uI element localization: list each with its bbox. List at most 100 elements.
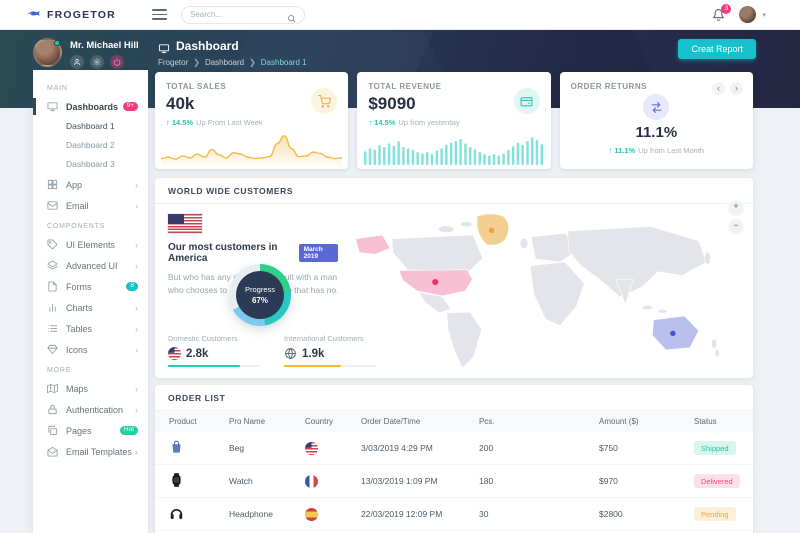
column-header: Pro Name — [215, 411, 291, 432]
monitor-icon — [47, 101, 58, 112]
page-title: Dashboard — [176, 39, 239, 53]
column-header: Country — [291, 411, 347, 432]
map-region-south-america — [446, 311, 482, 369]
grid-icon — [47, 179, 58, 190]
table-row[interactable]: Headphone 22/03/2019 12:09 PM 30 $2800 Pendi… — [155, 497, 753, 531]
logo-text: FROGETOR — [47, 8, 116, 21]
sidebar-badge: Hot — [119, 425, 138, 436]
profile-avatar[interactable] — [33, 38, 62, 67]
sidebar-item-advanced-ui[interactable]: Advanced UI › — [33, 255, 148, 276]
sidebar-item-charts[interactable]: Charts › — [33, 297, 148, 318]
card-value: 40k — [166, 94, 195, 113]
chevron-right-icon: › — [135, 260, 138, 271]
sidebar-item-dashboard-3[interactable]: Dashboard 3 — [66, 159, 115, 169]
sidebar-section-label: More — [47, 367, 72, 374]
map-region-india — [615, 279, 634, 305]
carousel-next-button[interactable]: › — [729, 82, 743, 95]
sidebar-item-tables[interactable]: Tables › — [33, 318, 148, 339]
card-delta: ↑ 14.5% Up From Last Week — [166, 118, 263, 127]
sidebar-item-label: Advanced UI — [66, 260, 118, 271]
cell-pro-name: Purse — [215, 530, 291, 533]
breadcrumb-item-current: Dashboard 1 — [260, 58, 307, 67]
flag-fr-icon — [305, 474, 318, 488]
map-icon — [47, 383, 58, 394]
profile-button[interactable] — [70, 55, 84, 69]
sidebar-item-pages[interactable]: Pages Hot — [33, 420, 148, 441]
total-revenue-card: TOTAL REVENUE $9090 ↑ 14.5% Up from yeste… — [357, 72, 551, 169]
map-region-mexico — [418, 291, 451, 314]
product-bag-icon — [169, 439, 184, 455]
map-zoom-in-button[interactable]: + — [729, 200, 743, 214]
breadcrumb-item[interactable]: Dashboard — [204, 58, 245, 67]
column-header: Amount ($) — [585, 411, 680, 432]
cell-date: 22/03/2019 12:09 PM — [347, 497, 465, 531]
world-wide-customers-panel: WORLD WIDE CUSTOMERS Our most customers … — [155, 178, 753, 378]
revenue-bar-chart — [364, 137, 544, 165]
cell-pcs: 100 — [465, 530, 585, 533]
monitor-icon — [158, 41, 170, 53]
order-returns-card: ORDER RETURNS ‹ › 11.1% ↑ 11.1% Up from L… — [559, 72, 753, 169]
map-marker-australia[interactable] — [670, 330, 676, 337]
sidebar-badge: 8 — [126, 281, 138, 292]
app-logo[interactable]: FROGETOR — [26, 8, 144, 21]
sidebar-item-icons[interactable]: Icons › — [33, 339, 148, 360]
panel-title: ORDER LIST — [168, 392, 226, 403]
breadcrumb-item[interactable]: Frogetor — [158, 58, 189, 67]
sidebar-item-dashboard-2[interactable]: Dashboard 2 — [66, 140, 115, 150]
cell-pro-name: Beg — [215, 432, 291, 465]
total-sales-card: TOTAL SALES 40k ↑ 14.5% Up From Last Week — [155, 72, 349, 169]
table-row[interactable]: Beg 3/03/2019 4:29 PM 200 $750 Shipped — [155, 432, 753, 465]
search-input[interactable] — [190, 10, 287, 19]
sidebar-item-label: App — [66, 179, 83, 190]
chevron-down-icon[interactable]: ▾ — [762, 11, 766, 19]
user-avatar[interactable] — [739, 6, 757, 23]
carousel-prev-button[interactable]: ‹ — [711, 82, 725, 95]
create-report-button[interactable]: Creat Report — [678, 39, 756, 59]
settings-button[interactable] — [90, 55, 104, 69]
cell-date: 13/03/2019 1:09 PM — [347, 464, 465, 498]
sidebar-item-label: Email — [66, 200, 89, 211]
card-title: TOTAL REVENUE — [368, 82, 442, 91]
sidebar-item-dashboard-1[interactable]: Dashboard 1 — [66, 121, 115, 131]
sidebar-section-label: Components — [47, 223, 106, 230]
globe-icon — [284, 347, 297, 360]
column-header: Pcs. — [465, 411, 585, 432]
chevron-right-icon: › — [135, 302, 138, 313]
sidebar-badge: 9+ — [122, 101, 138, 112]
chevron-right-icon: › — [135, 383, 138, 394]
card-title: ORDER RETURNS — [570, 82, 647, 91]
map-marker-greenland[interactable] — [488, 227, 495, 234]
sidebar-item-email-templates[interactable]: Email Templates › — [33, 441, 148, 462]
sidebar-item-dashboards[interactable]: Dashboards 9+ — [33, 96, 148, 117]
map-zoom-out-button[interactable]: − — [729, 219, 743, 233]
sidebar-item-ui-elements[interactable]: UI Elements › — [33, 234, 148, 255]
table-row[interactable]: Watch 13/03/2019 1:09 PM 180 $970 Delivered — [155, 464, 753, 498]
notifications-button[interactable]: 3 — [712, 3, 732, 22]
sidebar-item-authentication[interactable]: Authentication › — [33, 399, 148, 420]
cell-pro-name: Watch — [215, 464, 291, 498]
sidebar-item-email[interactable]: Email › — [33, 195, 148, 216]
gear-icon — [93, 58, 101, 66]
chevron-right-icon: › — [135, 179, 138, 190]
sidebar: Main Dashboards 9+ Dashboard 1 Dashboard 2 Da… — [33, 70, 148, 533]
sidebar-item-forms[interactable]: Forms 8 — [33, 276, 148, 297]
map-country-australia[interactable] — [652, 315, 700, 351]
logout-button[interactable] — [110, 55, 124, 69]
stat-value: 1.9k — [302, 347, 325, 360]
map-region-europe — [530, 232, 579, 263]
sidebar-item-label: Forms — [66, 281, 92, 292]
sidebar-item-app[interactable]: App › — [33, 174, 148, 195]
map-country-alaska[interactable] — [355, 234, 391, 255]
search-icon[interactable] — [287, 10, 296, 23]
chevron-right-icon: › — [135, 323, 138, 334]
menu-toggle-icon[interactable] — [152, 9, 167, 20]
sidebar-item-maps[interactable]: Maps › — [33, 378, 148, 399]
map-region-canada — [391, 234, 484, 272]
status-badge: Pending — [694, 507, 736, 521]
map-marker-usa[interactable] — [432, 278, 439, 286]
table-row[interactable]: Purse14/03/2019 8:27 PM100$520Shipped — [155, 530, 753, 533]
bar-chart-icon — [47, 302, 58, 313]
world-map — [340, 208, 745, 370]
search-bar — [181, 5, 305, 24]
